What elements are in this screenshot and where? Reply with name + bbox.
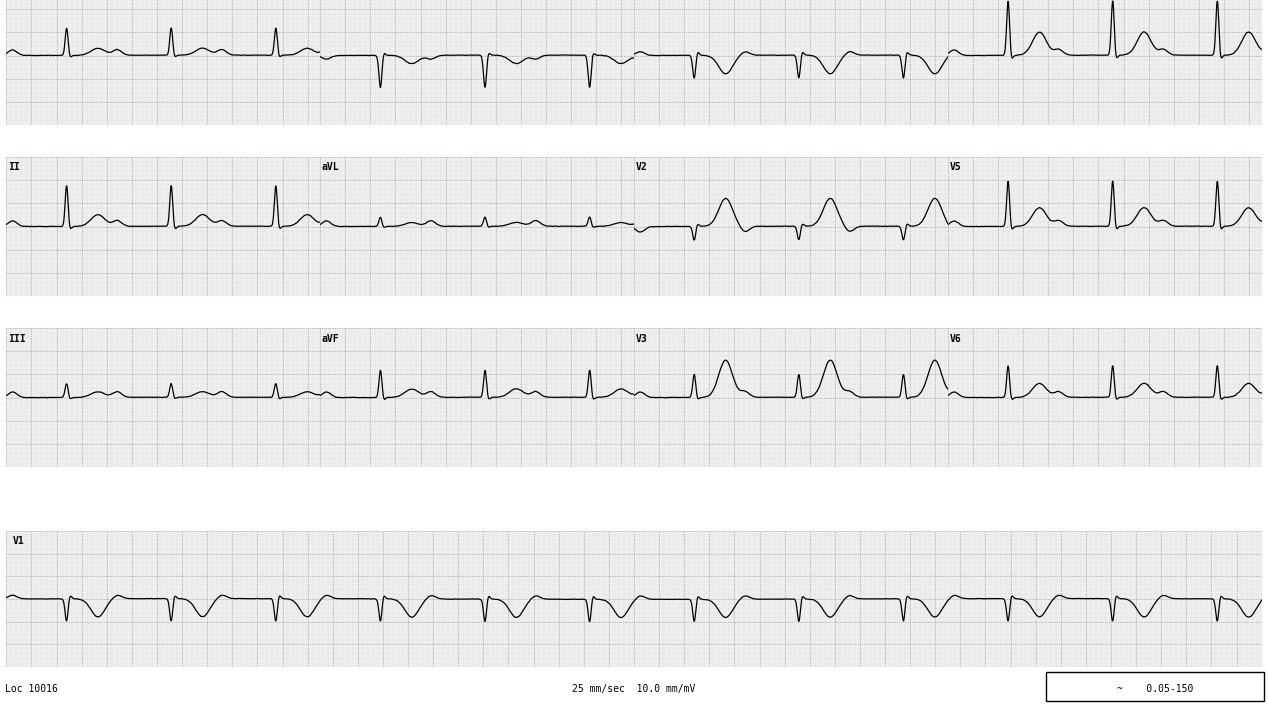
Text: V1: V1 [635, 0, 648, 1]
Text: Loc 10016: Loc 10016 [5, 683, 58, 693]
Text: II: II [8, 162, 20, 172]
Text: V6: V6 [950, 333, 961, 344]
Text: aVL: aVL [322, 162, 340, 172]
Text: aVF: aVF [322, 333, 340, 344]
Text: 25 mm/sec  10.0 mm/mV: 25 mm/sec 10.0 mm/mV [572, 683, 696, 693]
Text: I: I [8, 0, 14, 1]
Text: ~    0.05-150: ~ 0.05-150 [1117, 683, 1193, 693]
Text: V3: V3 [635, 333, 648, 344]
Text: aVR: aVR [322, 0, 340, 1]
Text: V5: V5 [950, 162, 961, 172]
Text: III: III [8, 333, 25, 344]
Text: V1: V1 [13, 537, 24, 546]
Bar [1046, 672, 1264, 701]
Text: V2: V2 [635, 162, 648, 172]
Text: V4: V4 [950, 0, 961, 1]
